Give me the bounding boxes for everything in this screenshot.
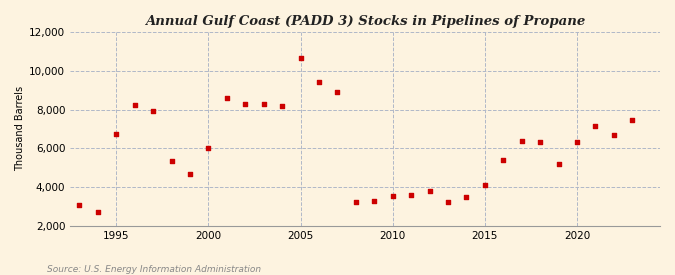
Point	[295, 56, 306, 60]
Title: Annual Gulf Coast (PADD 3) Stocks in Pipelines of Propane: Annual Gulf Coast (PADD 3) Stocks in Pip…	[145, 15, 585, 28]
Point	[535, 139, 545, 144]
Point	[314, 80, 325, 85]
Point	[240, 101, 250, 106]
Point	[111, 131, 122, 136]
Point	[221, 96, 232, 100]
Point	[406, 193, 416, 197]
Point	[443, 199, 454, 204]
Point	[277, 103, 288, 108]
Point	[554, 162, 564, 166]
Point	[369, 199, 380, 203]
Y-axis label: Thousand Barrels: Thousand Barrels	[15, 86, 25, 172]
Point	[203, 146, 214, 150]
Point	[332, 90, 343, 94]
Point	[479, 183, 490, 187]
Point	[572, 139, 583, 144]
Point	[148, 109, 159, 114]
Text: Source: U.S. Energy Information Administration: Source: U.S. Energy Information Administ…	[47, 265, 261, 274]
Point	[498, 158, 509, 162]
Point	[74, 202, 85, 207]
Point	[130, 103, 140, 107]
Point	[516, 138, 527, 143]
Point	[184, 172, 195, 177]
Point	[259, 101, 269, 106]
Point	[92, 210, 103, 214]
Point	[627, 118, 638, 122]
Point	[590, 124, 601, 128]
Point	[166, 159, 177, 163]
Point	[350, 199, 361, 204]
Point	[424, 189, 435, 193]
Point	[609, 133, 620, 137]
Point	[461, 195, 472, 199]
Point	[387, 194, 398, 198]
